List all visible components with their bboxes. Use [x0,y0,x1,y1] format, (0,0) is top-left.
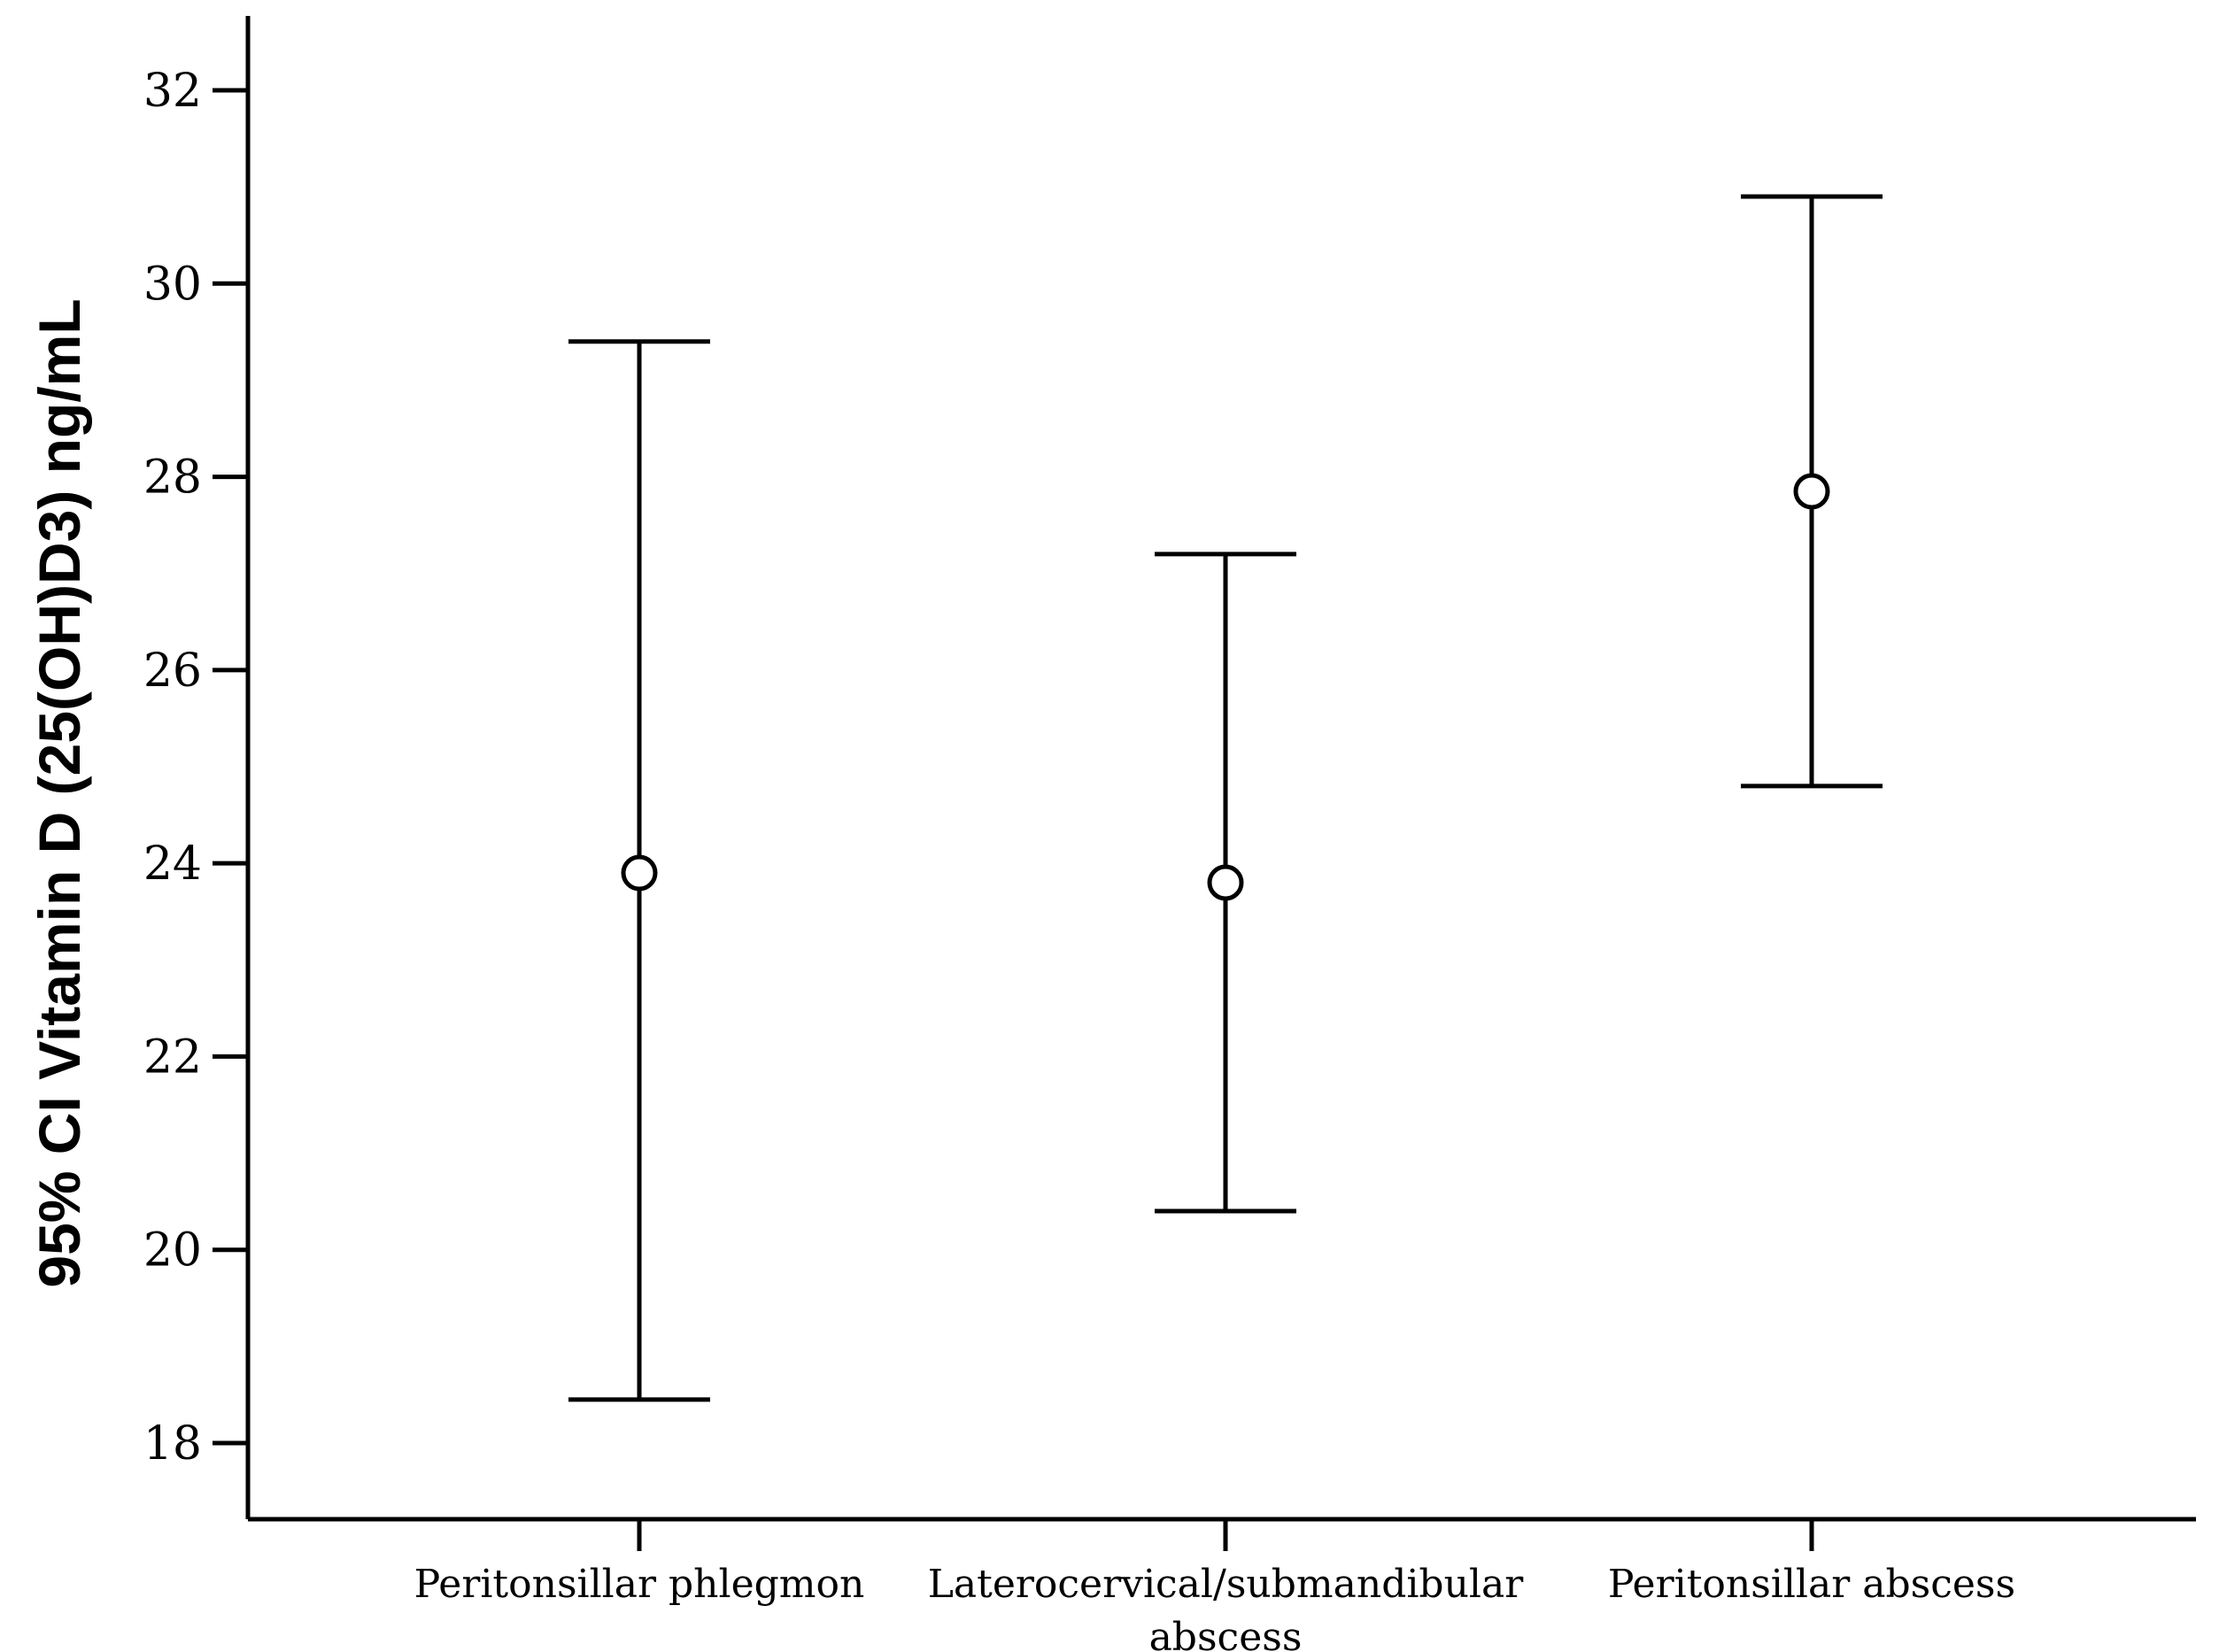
y-tick-label: 30 [143,258,202,311]
mean-point [1207,864,1244,901]
mean-point [1793,473,1830,510]
y-tick-label: 28 [143,452,202,505]
error-bar [1155,552,1296,1214]
y-axis-title: 95% CI Vitamin D (25(OH)D3) ng/mL [27,298,92,1287]
y-tick-label: 20 [143,1224,202,1278]
x-tick-label: Laterocervical/submandibular abscess [928,1562,1525,1652]
y-tick-label: 22 [143,1031,202,1084]
y-tick-label: 18 [143,1417,202,1471]
x-tick-label: Peritonsillar phlegmon [414,1562,865,1607]
error-bar [568,339,710,1402]
y-tick-label: 26 [143,645,202,698]
error-bars [568,194,1883,1402]
x-tick-label: Peritonsillar abscess [1608,1562,2015,1607]
mean-point [621,854,658,892]
y-tick-label: 24 [143,838,202,891]
y-axis: 18 20 22 24 26 28 30 32 [143,16,251,1519]
error-bar [1741,194,1883,789]
x-axis: Peritonsillar phlegmon Laterocervical/sub… [248,1517,2196,1652]
y-tick-label: 32 [143,65,202,118]
